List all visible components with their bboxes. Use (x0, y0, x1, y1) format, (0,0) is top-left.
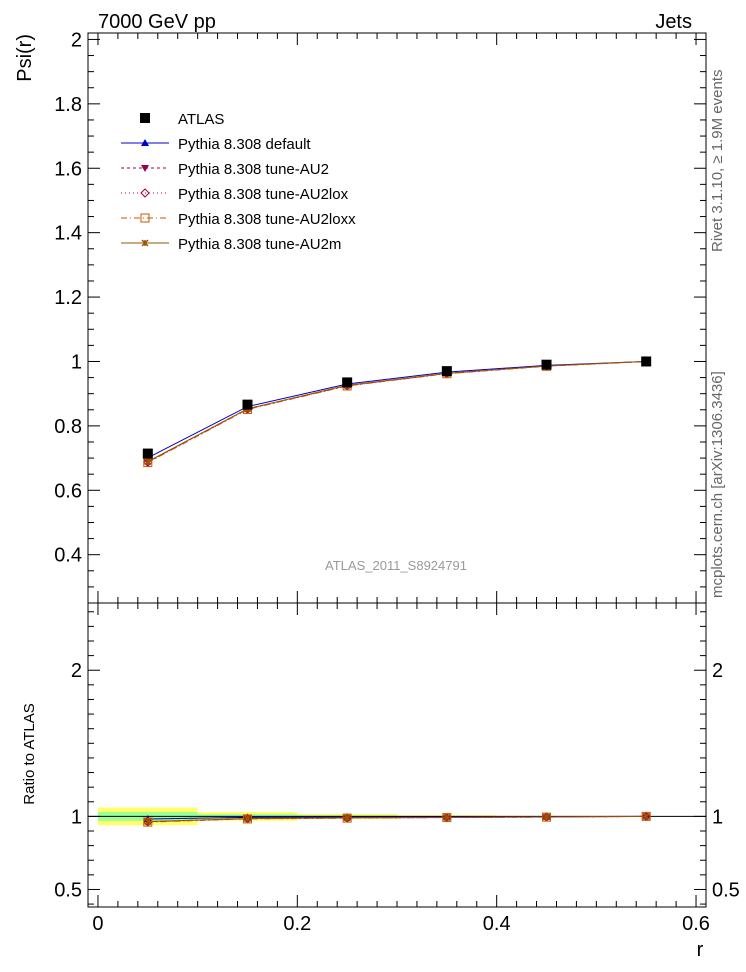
series-point (343, 814, 351, 822)
legend-label: Pythia 8.308 tune-AU2loxx (178, 211, 356, 228)
series-point (143, 817, 153, 827)
data-point (342, 377, 353, 388)
legend: ATLAS Pythia 8.308 default Pythia 8.308 tu… (121, 111, 356, 253)
series-point (642, 812, 650, 820)
series-point (542, 813, 551, 821)
series-line (147, 360, 647, 464)
series-line (147, 360, 647, 463)
header-right-label: Jets (655, 11, 692, 33)
y-tick-label: 1 (71, 351, 82, 373)
main-y-axis-label: Psi(r) (14, 34, 36, 82)
legend-label: Pythia 8.308 default (178, 136, 311, 153)
x-tick-label: 0.4 (483, 913, 511, 935)
y-tick-label-right: 1 (712, 806, 723, 828)
series-point (144, 817, 152, 826)
main-panel: 0.4 0.6 0.8 1 1.2 1.4 1.6 1.8 2 (54, 29, 707, 604)
series-line (147, 360, 647, 463)
x-tick-label: 0 (92, 913, 103, 935)
y-tick-label: 1.6 (54, 158, 82, 180)
legend-marker (141, 139, 149, 146)
legend-label: Pythia 8.308 tune-AU2lox (178, 186, 349, 203)
legend-marker (140, 113, 150, 123)
x-tick-label: 0.6 (682, 913, 710, 935)
series-point (443, 813, 451, 821)
y-tick-label: 1.2 (54, 287, 82, 309)
series-point (144, 458, 152, 466)
legend-marker (140, 188, 150, 198)
y-tick-label: 1 (71, 806, 82, 828)
analysis-watermark: ATLAS_2011_S8924791 (325, 558, 467, 573)
ratio-panel: 0.5 0.5 1 1 2 2 0 0.2 0.4 0.6 (54, 602, 740, 935)
data-point (541, 359, 552, 370)
data-point (142, 448, 153, 459)
series-line (147, 360, 647, 459)
series-line (147, 815, 647, 823)
y-tick-label: 0.5 (54, 879, 82, 901)
x-axis-label: r (697, 939, 704, 961)
series-point (143, 458, 153, 468)
y-tick-label: 2 (71, 660, 82, 682)
series-point (243, 815, 252, 823)
legend-marker (141, 165, 149, 172)
rivet-version-label: Rivet 3.1.10, ≥ 1.9M events (709, 70, 726, 253)
data-point (242, 399, 253, 410)
legend-marker (140, 213, 150, 223)
legend-label: ATLAS (178, 111, 224, 128)
y-tick-label: 0.6 (54, 480, 82, 502)
y-tick-label: 1.8 (54, 94, 82, 116)
axes-frame (87, 602, 707, 908)
data-point (441, 366, 452, 377)
legend-label: Pythia 8.308 tune-AU2 (178, 161, 329, 178)
series-line (147, 360, 647, 463)
y-tick-label-right: 2 (712, 660, 723, 682)
data-point (641, 356, 652, 367)
y-tick-label: 1.4 (54, 223, 82, 245)
y-tick-label: 0.4 (54, 545, 82, 567)
header-left-label: 7000 GeV pp (98, 11, 216, 33)
source-label: mcplots.cern.ch [arXiv:1306.3436] (709, 371, 726, 598)
ratio-y-axis-label: Ratio to ATLAS (21, 703, 38, 804)
y-tick-label: 0.8 (54, 416, 82, 438)
y-tick-label-right: 0.5 (712, 879, 740, 901)
legend-label: Pythia 8.308 tune-AU2m (178, 236, 341, 253)
legend-marker (141, 239, 149, 247)
y-tick-label: 2 (71, 29, 82, 51)
x-tick-label: 0.2 (283, 913, 311, 935)
